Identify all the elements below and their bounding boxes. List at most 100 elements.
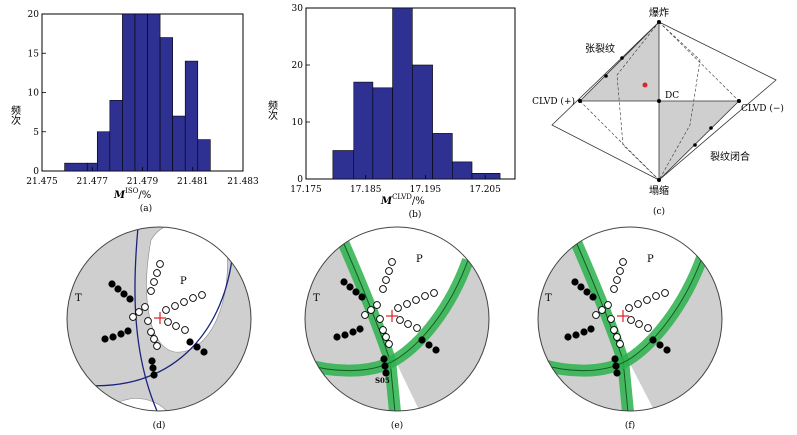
p-axis-label: P [180,276,187,287]
dilatation-polarity-marker [604,301,612,309]
compression-polarity-marker [612,362,620,370]
histogram-bar [159,37,173,172]
nodal-plane-2 [79,258,233,387]
histogram-bar [197,139,211,172]
dilatation-polarity-marker [661,289,669,297]
compression-polarity-marker [117,330,125,338]
vertex-point [657,20,661,24]
y-tick-label: 10 [28,89,40,99]
compression-polarity-marker [425,341,433,349]
x-axis-label-sup: CLVD [392,193,412,201]
dilatation-polarity-marker [150,278,158,286]
compression-polarity-marker [589,293,597,301]
x-tick-label: 21.477 [77,177,109,187]
polarity-group [564,258,671,377]
dilatation-polarity-marker [164,318,172,326]
compression-polarity-marker [577,283,585,291]
compression-polarity-marker [114,285,122,293]
label-implosion: 塌缩 [649,184,669,197]
label-clvd-plus: CLVD (+) [532,96,575,107]
histogram-bar [122,13,136,172]
compression-polarity-marker [432,346,440,354]
y-ticks: 0 10 20 30 [292,4,310,185]
label-clvd-minus: CLVD (−) [741,103,784,114]
dilatation-polarity-marker [135,308,143,316]
label-crack-closure: 裂纹闭合 [710,150,750,163]
histogram-bar [172,115,186,172]
beachball-d: T P (d) [66,226,252,431]
focal-sphere-outline [66,226,252,412]
panel-label: (e) [391,420,403,431]
x-axis-label-unit: /% [138,190,151,201]
hidden-curve [658,21,701,181]
compression-polarity-marker [333,333,341,341]
x-tick-label: 17.175 [290,185,322,195]
dilatation-polarity-marker [379,326,387,334]
dc-point [657,99,661,103]
dilatation-polarity-marker [644,324,652,332]
crack-closure-point [693,143,697,147]
x-axis-label-main: M [113,190,126,201]
y-tick-label: 0 [297,175,303,185]
dilatation-polarity-marker [616,340,624,348]
t-axis-label: T [75,293,82,304]
x-tick-label: 21.479 [127,177,159,187]
dilatation-polarity-marker [180,298,188,306]
dilatation-polarity-marker [144,317,152,325]
histogram-bar [372,87,393,180]
dilatation-polarity-marker [171,302,179,310]
dilatation-polarity-marker [150,335,158,343]
dilatation-polarity-marker [129,313,137,321]
y-tick-label: 20 [292,61,304,71]
diamond-edge [579,21,660,102]
compression-polarity-marker [150,371,158,379]
dilatation-polarity-marker [385,267,393,275]
tensile-crack-point [620,56,624,60]
compression-polarity-marker [583,288,591,296]
dilatation-polarity-marker [373,301,381,309]
histogram-bar [353,81,374,180]
panel-label: (b) [409,209,422,220]
x-ticks: 21.475 21.477 21.479 21.481 21.483 [26,167,259,187]
vertex-point [737,99,741,103]
histogram-bar [451,161,473,180]
dilatation-polarity-marker [613,276,621,284]
histogram-bar [471,173,501,180]
x-ticks: 17.175 17.185 17.195 17.205 [290,175,501,195]
hidden-curve [616,21,660,181]
compression-polarity-marker [656,341,664,349]
dilatation-polarity-marker [162,306,170,314]
y-tick-label: 10 [292,118,304,128]
y-tick-label: 30 [292,4,304,14]
p-axis-label: P [647,254,654,265]
focal-sphere-outline [304,226,490,412]
diamond-edge [658,100,740,181]
dilatation-polarity-marker [430,289,438,297]
dilatation-polarity-marker [382,333,390,341]
x-tick-label: 21.475 [26,177,58,187]
compression-polarity-marker [358,293,366,301]
compression-polarity-marker [380,355,388,363]
compression-polarity-marker [186,338,194,346]
histogram-bar [432,133,453,180]
dilatation-polarity-marker [613,333,621,341]
dilatation-polarity-marker [382,276,390,284]
dilatation-polarity-marker [181,326,189,334]
y-tick-label: 5 [33,128,39,138]
nodal-plane-2 [539,254,704,372]
vertex-point [578,99,582,103]
histogram-bar [64,162,88,172]
guide-point [709,126,713,130]
compression-polarity-marker [108,280,116,288]
compression-polarity-marker [418,336,426,344]
dilatation-polarity-marker [635,320,643,328]
x-axis-label: MISO/% [113,187,151,201]
dilatation-polarity-marker [413,324,421,332]
compression-polarity-marker [564,333,572,341]
panel-label: (f) [625,420,635,431]
hudson-source-type-plot: 爆炸 塌缩 CLVD (+) CLVD (−) DC 张裂纹 裂纹闭合 (c) [532,7,784,217]
bars-group [332,7,501,180]
dilatation-polarity-marker [403,300,411,308]
dilatation-polarity-marker [141,303,149,311]
